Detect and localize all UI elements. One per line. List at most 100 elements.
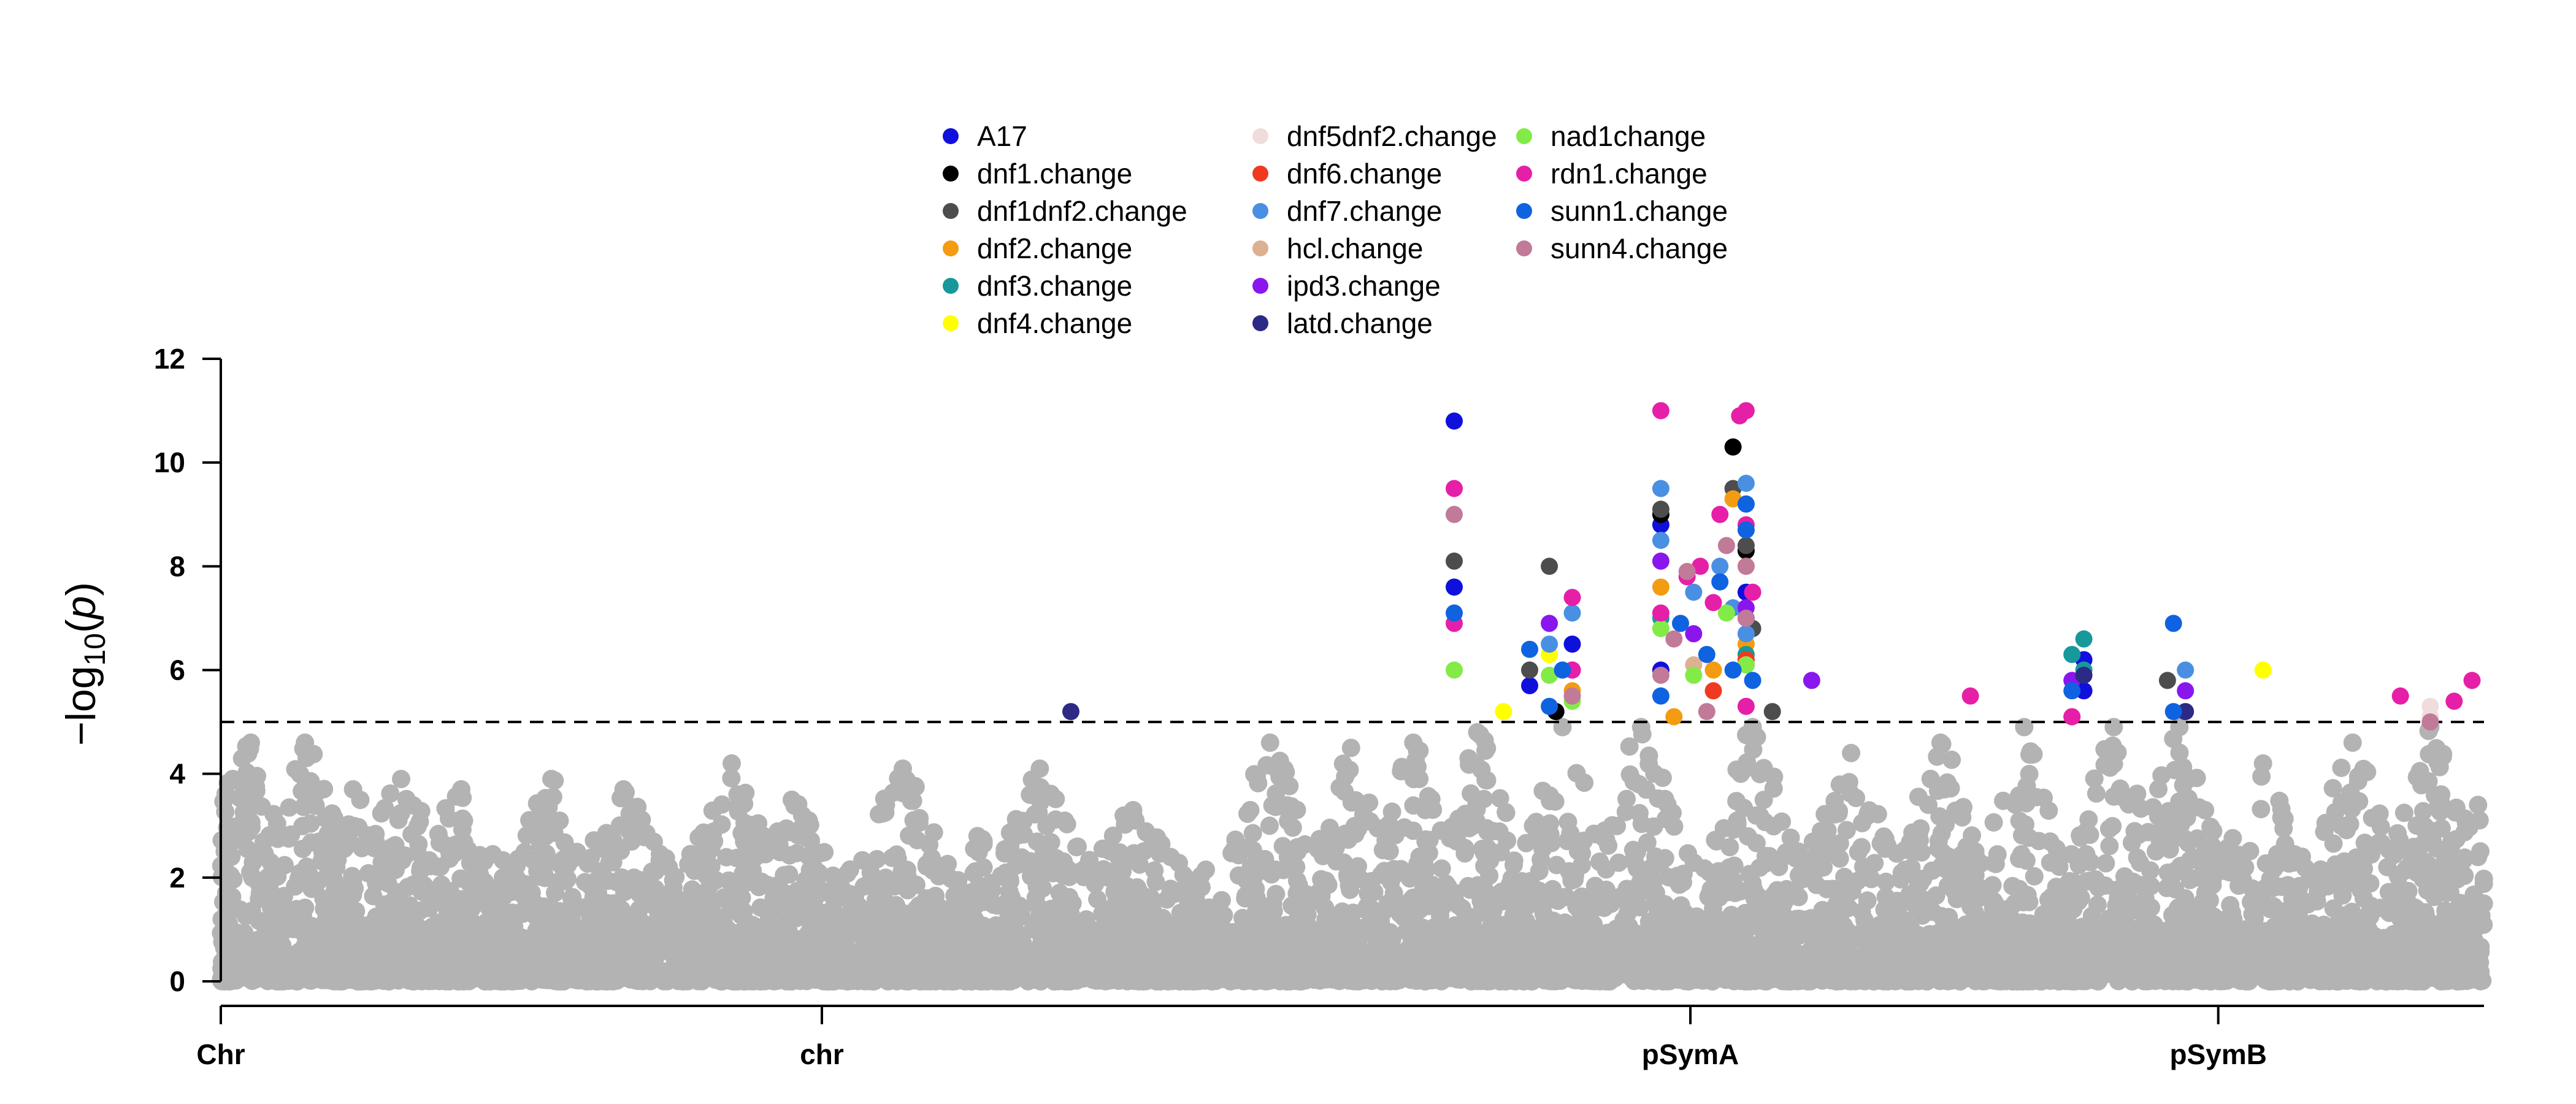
background-point <box>1459 876 1478 895</box>
background-point <box>1830 834 1849 853</box>
background-point <box>2324 834 2343 853</box>
background-point <box>314 889 333 908</box>
background-point <box>1287 857 1306 876</box>
background-point <box>615 879 634 898</box>
background-point <box>1560 862 1579 881</box>
background-point <box>1603 816 1622 835</box>
background-point <box>1006 856 1025 875</box>
background-point <box>1310 882 1329 901</box>
background-point <box>1609 853 1628 872</box>
background-point <box>222 822 241 841</box>
background-point <box>386 861 405 880</box>
background-point <box>752 872 771 891</box>
background-point <box>261 853 280 872</box>
background-point <box>1225 840 1244 859</box>
background-point <box>2323 779 2342 798</box>
background-point <box>692 889 711 908</box>
background-point <box>1409 894 1428 913</box>
background-point <box>1439 877 1457 896</box>
background-point <box>1432 859 1451 878</box>
background-point <box>1764 817 1783 836</box>
background-point <box>1490 789 1509 808</box>
background-point <box>242 813 261 832</box>
background-point <box>611 841 631 860</box>
background-point <box>240 902 259 921</box>
background-point <box>1341 823 1360 842</box>
background-point <box>1346 791 1365 810</box>
background-point <box>247 781 266 800</box>
background-point <box>1546 792 1565 811</box>
background-point <box>267 815 286 833</box>
background-point <box>700 876 719 895</box>
background-point <box>2080 872 2099 891</box>
background-point <box>1825 792 1844 810</box>
background-point <box>1839 773 1858 792</box>
background-point <box>1994 791 2013 810</box>
background-point <box>1901 832 1920 851</box>
background-point <box>215 842 234 861</box>
background-point <box>1376 831 1395 850</box>
background-point <box>1497 803 1516 822</box>
background-point <box>1616 802 1635 821</box>
background-point <box>252 797 271 816</box>
legend-swatch <box>1516 128 1532 144</box>
background-point <box>780 865 799 884</box>
background-point <box>2355 834 2374 853</box>
background-point <box>1524 816 1543 835</box>
background-point <box>1649 789 1668 808</box>
background-point <box>546 883 564 902</box>
background-point <box>2340 815 2359 834</box>
background-point <box>1847 789 1866 807</box>
background-point <box>2149 807 2168 826</box>
background-point <box>733 851 752 870</box>
background-point <box>799 847 818 866</box>
background-point <box>1321 845 1340 864</box>
background-point <box>1617 880 1636 899</box>
background-point <box>1424 800 1443 819</box>
background-point <box>2131 853 2150 872</box>
background-point <box>1653 769 1672 788</box>
background-point <box>1267 784 1286 803</box>
background-point <box>2435 845 2454 864</box>
legend-label: latd.change <box>1287 307 1433 339</box>
background-point <box>1815 805 1834 824</box>
background-point <box>2020 892 2039 911</box>
background-point <box>1623 840 1643 859</box>
background-point <box>838 889 857 908</box>
legend-label: A17 <box>977 120 1027 152</box>
background-point <box>1947 805 1966 824</box>
background-point <box>1200 898 1219 917</box>
legend-label: dnf5dnf2.change <box>1287 120 1497 152</box>
background-point <box>567 843 586 862</box>
background-point <box>610 816 629 835</box>
background-point <box>2050 857 2069 876</box>
background-point <box>635 827 654 846</box>
background-point <box>1480 866 1499 885</box>
background-point <box>1961 892 1980 911</box>
background-point <box>903 791 922 810</box>
background-point <box>735 813 754 832</box>
background-point <box>2229 854 2248 873</box>
background-point <box>1620 765 1639 784</box>
background-point <box>531 834 550 853</box>
background-point <box>1117 885 1136 904</box>
background-point <box>906 778 925 797</box>
background-point <box>1585 876 1604 895</box>
background-point <box>1750 807 1769 826</box>
legend-swatch <box>1252 128 1268 144</box>
background-point <box>2469 848 2488 867</box>
background-point <box>1273 837 1292 856</box>
background-point <box>554 865 573 884</box>
background-point <box>2437 864 2456 883</box>
background-point <box>2034 788 2053 807</box>
background-point <box>301 814 320 833</box>
background-point <box>1945 881 1964 900</box>
background-point <box>475 852 494 871</box>
background-point <box>1375 862 1393 881</box>
background-point <box>1639 746 1658 765</box>
background-point <box>389 810 408 829</box>
background-point <box>241 862 260 881</box>
background-point <box>1942 750 1961 769</box>
background-point <box>2085 769 2104 788</box>
background-point <box>1170 854 1189 873</box>
